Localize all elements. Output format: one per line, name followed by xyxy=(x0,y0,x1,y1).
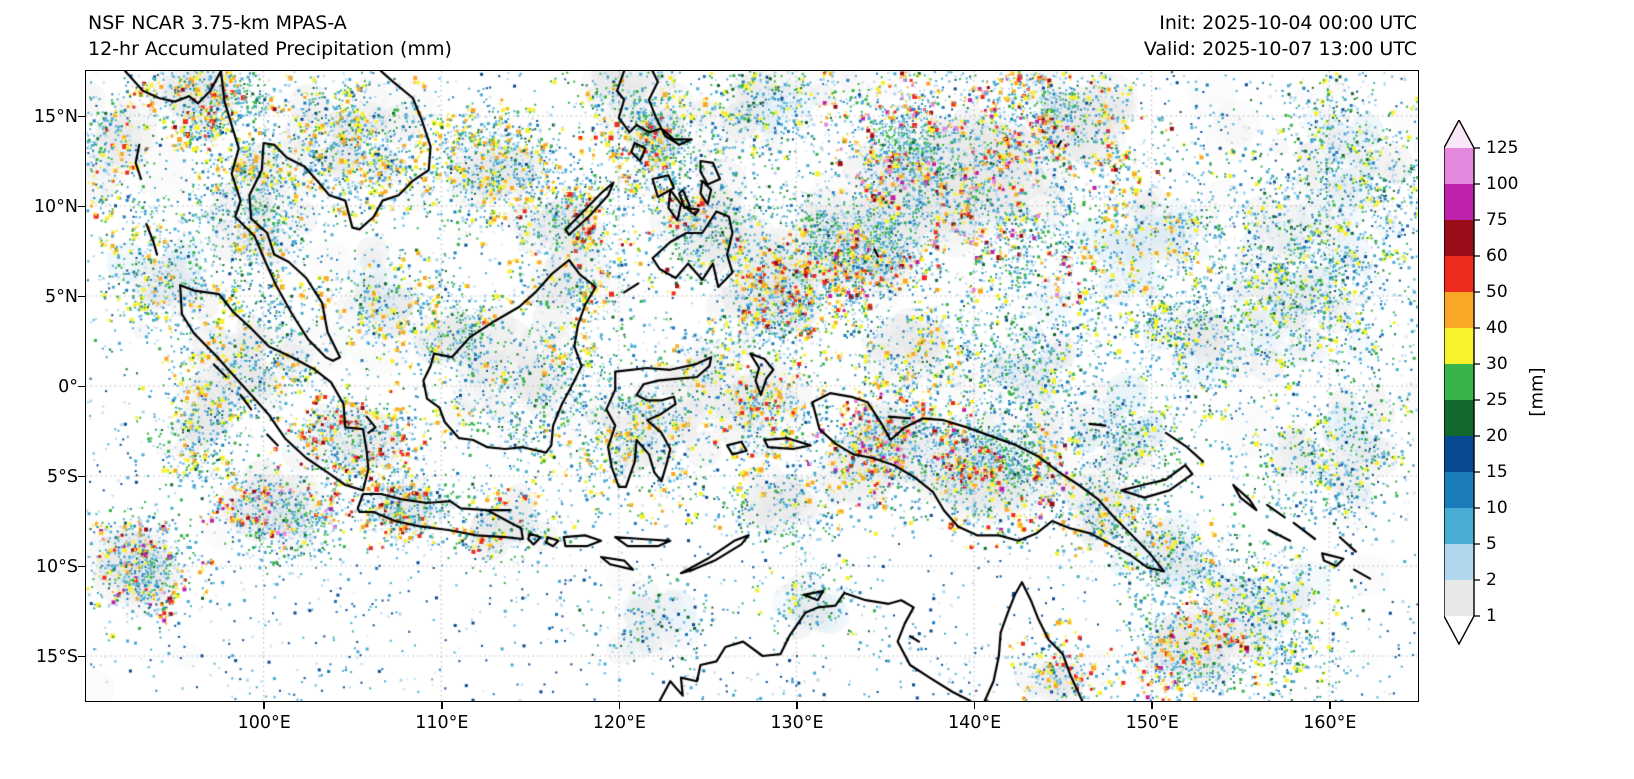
colorbar-extend-above xyxy=(1444,120,1474,148)
product-title: 12-hr Accumulated Precipitation (mm) xyxy=(88,38,452,60)
x-tick-label: 140°E xyxy=(947,712,1002,733)
colorbar-band xyxy=(1444,400,1474,436)
init-time-label: Init: 2025-10-04 00:00 UTC xyxy=(1159,12,1417,34)
y-tick-mark xyxy=(78,565,85,568)
colorbar-band xyxy=(1444,472,1474,508)
y-tick-label: 10°S xyxy=(35,556,78,577)
colorbar-band xyxy=(1444,544,1474,580)
colorbar-band xyxy=(1444,508,1474,544)
colorbar-tick-label: 60 xyxy=(1486,246,1508,266)
y-tick-label: 0° xyxy=(58,376,78,397)
colorbar-tick-label: 100 xyxy=(1486,174,1518,194)
x-tick-mark xyxy=(796,701,798,709)
x-tick-label: 100°E xyxy=(237,712,291,733)
y-tick-label: 10°N xyxy=(33,196,78,217)
colorbar-band xyxy=(1444,148,1474,184)
valid-time-label: Valid: 2025-10-07 13:00 UTC xyxy=(1143,38,1417,60)
colorbar-tick-label: 40 xyxy=(1486,318,1508,338)
x-tick-mark xyxy=(1329,701,1331,709)
colorbar-tick-label: 15 xyxy=(1486,462,1508,482)
y-tick-mark xyxy=(78,295,85,298)
colorbar: 1 2 5 10 15 20 25 30 40 50 60 75 100 125 xyxy=(1443,118,1554,650)
x-tick-mark xyxy=(973,701,976,709)
y-tick-mark xyxy=(78,655,85,658)
colorbar-band xyxy=(1444,220,1474,256)
x-tick-mark xyxy=(263,701,265,709)
colorbar-tick-label: 20 xyxy=(1486,426,1508,446)
run-times: Init: 2025-10-04 00:00 UTC Valid: 2025-1… xyxy=(1144,10,1417,62)
colorbar-tick-label: 1 xyxy=(1486,606,1497,626)
figure-titles: NSF NCAR 3.75-km MPAS-A 12-hr Accumulate… xyxy=(88,10,452,62)
colorbar-band xyxy=(1444,436,1474,472)
y-tick-label: 15°N xyxy=(33,106,78,127)
colorbar-tick-label: 75 xyxy=(1486,210,1508,230)
y-tick-mark xyxy=(78,475,85,478)
x-tick-mark xyxy=(441,701,443,709)
colorbar-tick-label: 50 xyxy=(1486,282,1508,302)
colorbar-extend-below xyxy=(1444,616,1474,644)
x-tick-label: 130°E xyxy=(770,712,824,733)
colorbar-band xyxy=(1444,364,1474,400)
y-tick-label: 5°S xyxy=(47,466,78,487)
x-tick-mark xyxy=(618,701,621,709)
y-tick-mark xyxy=(78,205,85,208)
x-tick-label: 160°E xyxy=(1303,712,1357,733)
precipitation-map-canvas xyxy=(86,71,1418,701)
colorbar-tick-label: 10 xyxy=(1486,498,1508,518)
colorbar-band xyxy=(1444,256,1474,292)
colorbar-band xyxy=(1444,184,1474,220)
x-tick-label: 120°E xyxy=(592,712,646,733)
x-tick-label: 110°E xyxy=(415,712,469,733)
colorbar-unit-label: [mm] xyxy=(1526,367,1548,417)
map-panel xyxy=(85,70,1419,702)
y-tick-mark xyxy=(78,385,85,388)
colorbar-band xyxy=(1444,292,1474,328)
x-tick-mark xyxy=(1151,701,1153,709)
y-tick-label: 15°S xyxy=(35,646,78,667)
colorbar-tick-label: 30 xyxy=(1486,354,1508,374)
colorbar-band xyxy=(1444,328,1474,364)
colorbar-band xyxy=(1444,580,1474,616)
colorbar-tick-label: 5 xyxy=(1486,534,1497,554)
model-title: NSF NCAR 3.75-km MPAS-A xyxy=(88,12,347,34)
y-tick-mark xyxy=(78,115,85,118)
colorbar-tick-label: 25 xyxy=(1486,390,1508,410)
x-tick-label: 150°E xyxy=(1125,712,1179,733)
colorbar-tick-label: 125 xyxy=(1486,138,1518,158)
y-tick-label: 5°N xyxy=(45,286,78,307)
colorbar-tick-label: 2 xyxy=(1486,570,1497,590)
